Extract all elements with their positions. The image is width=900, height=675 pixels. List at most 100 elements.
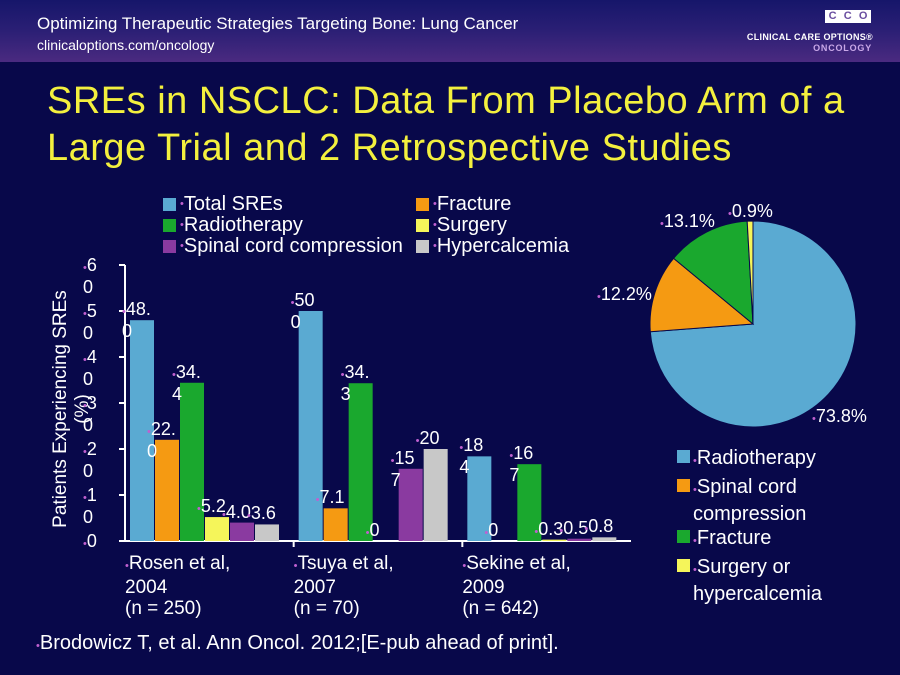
bullet-dot: • bbox=[315, 494, 320, 507]
pie-slice bbox=[649, 257, 755, 333]
bullet-dot: • bbox=[172, 368, 176, 381]
bullet-dot: • bbox=[180, 219, 184, 231]
data-label: •48. bbox=[122, 299, 151, 320]
bullet-dot: • bbox=[180, 198, 184, 210]
bar bbox=[180, 382, 204, 541]
bullet-dot: • bbox=[83, 354, 87, 366]
pie-slice bbox=[672, 220, 754, 326]
legend-swatch bbox=[677, 450, 690, 463]
pie-legend-item: •Spinal cord compression bbox=[677, 475, 877, 526]
data-label-cont: 7 bbox=[390, 469, 401, 490]
legend-swatch bbox=[163, 239, 176, 253]
y-tick-label: •6 bbox=[83, 255, 97, 275]
y-tick-label: •0 bbox=[83, 531, 97, 551]
data-label: •20 bbox=[415, 428, 440, 448]
pie-legend-label: •Surgery or hypercalcemia bbox=[693, 556, 822, 605]
logo-line-1: CLINICAL CARE OPTIONS® bbox=[746, 32, 873, 42]
y-tick-label-cont: 0 bbox=[83, 277, 94, 297]
y-tick-label: •3 bbox=[83, 393, 97, 413]
bullet-dot: • bbox=[390, 454, 395, 467]
bar bbox=[155, 439, 179, 541]
bullet-dot: • bbox=[462, 560, 467, 572]
bullet-dot: • bbox=[197, 503, 201, 516]
data-label-cont: 4 bbox=[459, 457, 470, 478]
data-label: •22. bbox=[147, 418, 176, 439]
bullet-dot: • bbox=[660, 218, 664, 230]
bar bbox=[348, 383, 373, 541]
bullet-dot: • bbox=[433, 198, 437, 210]
data-label: •0 bbox=[484, 520, 499, 540]
citation-text: Brodowicz T, et al. Ann Oncol. 2012;[E-p… bbox=[39, 632, 559, 654]
y-tick-label: •4 bbox=[83, 347, 97, 367]
bullet-dot: • bbox=[584, 523, 589, 536]
data-label-cont: 3 bbox=[340, 384, 351, 405]
bullet-dot: • bbox=[433, 219, 437, 231]
bar bbox=[230, 522, 254, 541]
data-label-cont: 0 bbox=[122, 321, 133, 342]
data-label: •7.1 bbox=[315, 487, 345, 508]
legend-label: Total SREs bbox=[183, 193, 283, 215]
bar bbox=[398, 468, 423, 541]
pie-legend-item: •Fracture bbox=[677, 526, 877, 553]
bullet-dot: • bbox=[559, 524, 564, 537]
pie-legend-item: •Radiotherapy bbox=[677, 446, 877, 473]
pie-slice-label: •13.1% bbox=[660, 211, 715, 231]
bullet-dot: • bbox=[247, 510, 251, 523]
logo-letter-2: C bbox=[843, 10, 852, 22]
bar bbox=[298, 311, 323, 541]
legend-swatch bbox=[416, 239, 429, 253]
x-category-label: •Tsuya et al, 2007 (n = 70) bbox=[293, 553, 394, 619]
bullet-dot: • bbox=[222, 508, 226, 521]
legend-label: Spinal cord compression bbox=[183, 235, 403, 257]
data-label: •18 bbox=[459, 435, 484, 456]
data-label: •5.2 bbox=[197, 496, 226, 517]
bullet-dot: • bbox=[812, 413, 816, 425]
legend-item: • Radiotherapy bbox=[163, 214, 303, 236]
y-tick-label: •1 bbox=[83, 485, 97, 505]
pie-legend-label: •Spinal cord compression bbox=[693, 476, 807, 525]
cco-logo: C C O bbox=[825, 10, 871, 23]
y-tick-label-cont: 0 bbox=[83, 323, 94, 343]
data-label: •34. bbox=[172, 361, 201, 382]
data-label: •0.5 bbox=[559, 517, 589, 538]
bullet-dot: • bbox=[83, 308, 87, 320]
pie-slice-label: •73.8% bbox=[812, 406, 867, 426]
bar bbox=[592, 537, 617, 541]
legend-label: Fracture bbox=[436, 193, 512, 215]
bar bbox=[323, 508, 348, 541]
pie-slice-label: •0.9% bbox=[728, 201, 773, 221]
bullet-dot: • bbox=[83, 538, 87, 550]
bullet-dot: • bbox=[83, 262, 87, 274]
bullet-dot: • bbox=[693, 484, 697, 496]
header-title: Optimizing Therapeutic Strategies Target… bbox=[37, 14, 519, 33]
legend-item: • Spinal cord compression bbox=[163, 235, 403, 257]
bullet-dot: • bbox=[340, 369, 345, 382]
data-label: •0.3 bbox=[534, 518, 564, 539]
y-tick-label: •2 bbox=[83, 439, 97, 459]
y-tick-label-cont: 0 bbox=[83, 369, 94, 389]
bullet-dot: • bbox=[597, 291, 601, 303]
data-label: •15 bbox=[390, 447, 415, 468]
logo-line-2: ONCOLOGY bbox=[813, 43, 872, 53]
bullet-dot: • bbox=[693, 535, 697, 547]
pie-legend-item: •Surgery or hypercalcemia bbox=[677, 555, 877, 606]
legend-label: Surgery bbox=[436, 214, 507, 236]
bullet-dot: • bbox=[728, 208, 732, 220]
legend-swatch bbox=[163, 197, 176, 211]
pie-legend-label: •Fracture bbox=[693, 527, 772, 549]
pie-slice bbox=[746, 220, 754, 325]
bullet-dot: • bbox=[484, 527, 489, 539]
legend-swatch bbox=[677, 479, 690, 492]
bullet-dot: • bbox=[534, 525, 539, 538]
data-label-cont: 0 bbox=[147, 440, 158, 461]
legend-item: • Fracture bbox=[416, 193, 511, 215]
legend-label: Hypercalcemia bbox=[436, 235, 570, 257]
header-band: Optimizing Therapeutic Strategies Target… bbox=[0, 0, 900, 62]
pie-slice-label: •12.2% bbox=[597, 284, 652, 304]
x-category-label: •Sekine et al, 2009 (n = 642) bbox=[462, 553, 571, 619]
data-label: •50 bbox=[290, 290, 315, 310]
legend-swatch bbox=[416, 197, 429, 211]
legend-swatch bbox=[416, 218, 429, 232]
